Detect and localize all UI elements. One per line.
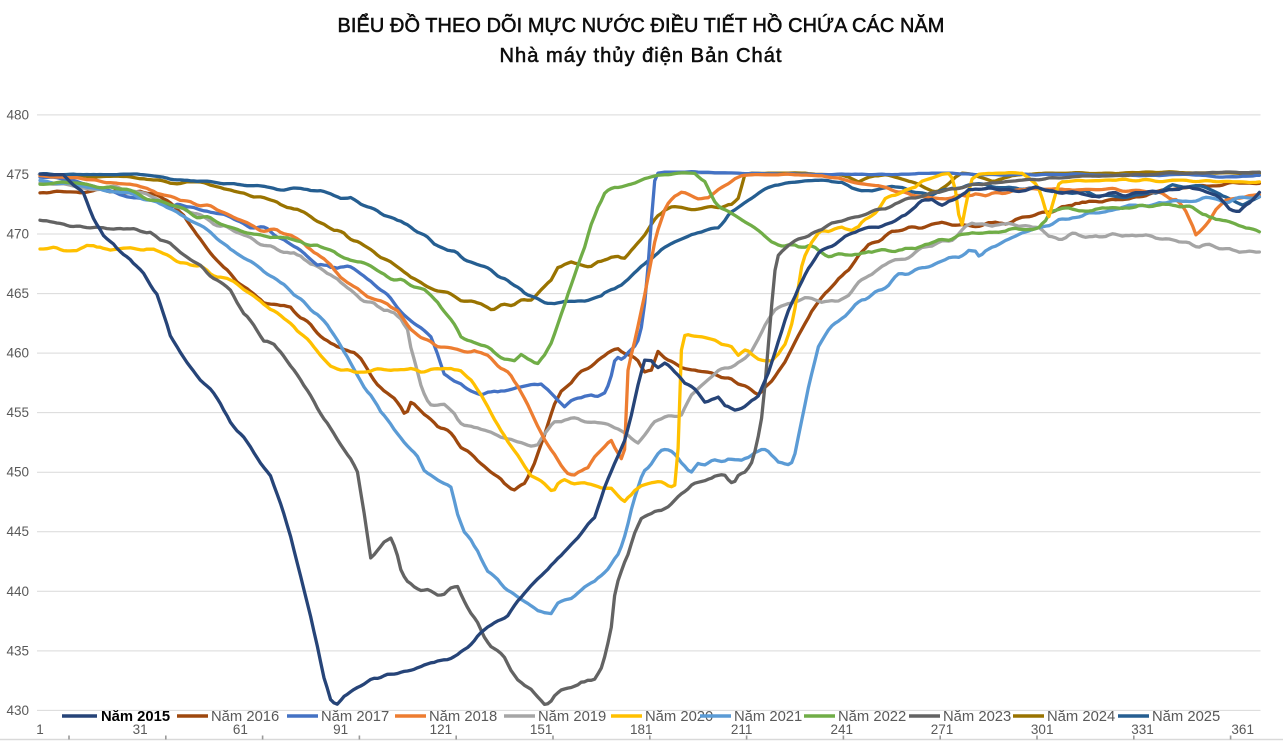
svg-text:470: 470: [6, 227, 29, 242]
svg-text:475: 475: [6, 167, 29, 182]
svg-text:Năm 2024: Năm 2024: [1047, 709, 1115, 725]
svg-text:Năm 2022: Năm 2022: [838, 709, 906, 725]
svg-text:361: 361: [1231, 722, 1254, 737]
svg-text:241: 241: [831, 722, 854, 737]
svg-text:271: 271: [931, 722, 954, 737]
svg-text:455: 455: [6, 405, 29, 420]
svg-text:Năm 2023: Năm 2023: [943, 709, 1011, 725]
svg-text:480: 480: [6, 107, 29, 122]
svg-text:31: 31: [133, 722, 148, 737]
svg-text:Năm 2021: Năm 2021: [734, 709, 802, 725]
svg-text:301: 301: [1031, 722, 1054, 737]
svg-text:BIỂU ĐỒ THEO DÕI MỰC NƯỚC ĐIỀU: BIỂU ĐỒ THEO DÕI MỰC NƯỚC ĐIỀU TIẾT HỒ C…: [338, 13, 945, 37]
svg-text:181: 181: [630, 722, 653, 737]
svg-text:331: 331: [1131, 722, 1154, 737]
svg-text:Năm 2017: Năm 2017: [321, 709, 389, 725]
svg-text:465: 465: [6, 286, 29, 301]
svg-text:1: 1: [36, 722, 44, 737]
svg-text:Nhà máy thủy điện Bản Chát: Nhà máy thủy điện Bản Chát: [500, 45, 783, 67]
svg-text:151: 151: [530, 722, 553, 737]
svg-text:61: 61: [233, 722, 248, 737]
svg-text:460: 460: [6, 346, 29, 361]
svg-text:Năm 2020: Năm 2020: [645, 709, 713, 725]
svg-text:Năm 2019: Năm 2019: [538, 709, 606, 725]
svg-text:Năm 2018: Năm 2018: [429, 709, 497, 725]
svg-text:Năm 2016: Năm 2016: [211, 709, 279, 725]
svg-text:435: 435: [6, 643, 29, 658]
svg-text:91: 91: [333, 722, 348, 737]
svg-text:440: 440: [6, 584, 29, 599]
svg-text:211: 211: [731, 722, 753, 737]
svg-text:Năm 2025: Năm 2025: [1152, 709, 1220, 725]
svg-text:430: 430: [6, 703, 29, 718]
svg-text:Năm 2015: Năm 2015: [101, 709, 170, 725]
svg-text:121: 121: [430, 722, 453, 737]
svg-text:450: 450: [6, 465, 29, 480]
svg-text:445: 445: [6, 524, 29, 539]
